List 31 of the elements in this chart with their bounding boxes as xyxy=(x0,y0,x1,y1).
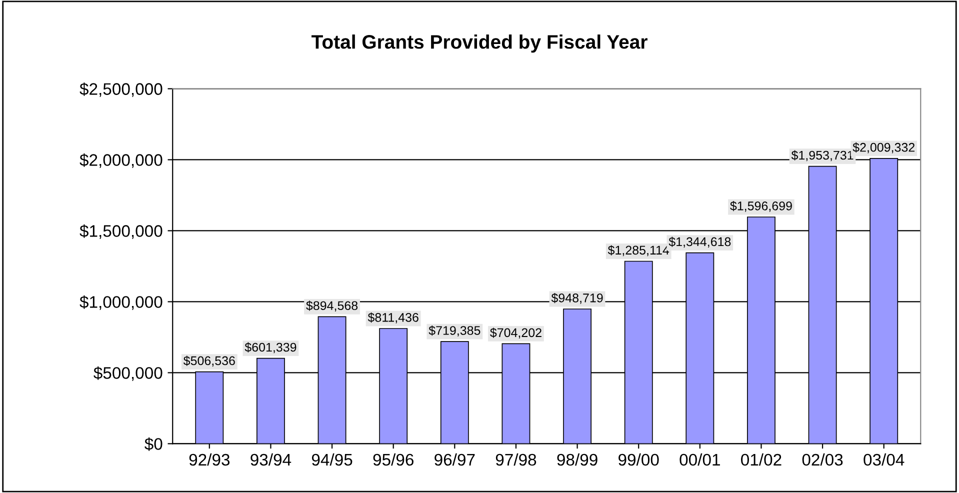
y-tick-label: $500,000 xyxy=(94,366,162,381)
y-tick-label: $0 xyxy=(144,437,162,451)
x-tick-label: 98/99 xyxy=(557,453,598,466)
x-tick-label: 97/98 xyxy=(496,453,536,466)
y-tick-label: $1,000,000 xyxy=(80,295,162,310)
data-label: $811,436 xyxy=(368,312,418,324)
data-label: $1,953,731 xyxy=(791,150,854,162)
data-label: $601,339 xyxy=(244,342,296,354)
data-label: $719,385 xyxy=(428,326,480,336)
x-tick-label: 92/93 xyxy=(189,453,230,466)
x-tick-label: 94/95 xyxy=(312,453,352,466)
data-label: $2,009,332 xyxy=(852,142,915,154)
y-tick-label: $1,500,000 xyxy=(80,224,162,239)
data-label: $704,202 xyxy=(490,328,542,339)
y-tick-label: $2,000,000 xyxy=(80,153,162,168)
data-label: $894,568 xyxy=(306,300,358,312)
x-tick-label: 93/94 xyxy=(250,453,292,466)
x-tick-label: 03/04 xyxy=(864,453,904,466)
data-label: $948,719 xyxy=(551,292,603,304)
data-label: $506,536 xyxy=(183,356,235,367)
x-tick-label: 95/96 xyxy=(373,453,414,466)
chart-title: Total Grants Provided by Fiscal Year xyxy=(311,34,648,53)
data-label: $1,596,699 xyxy=(730,200,792,212)
data-label: $1,344,618 xyxy=(668,236,731,248)
x-tick-label: 99/00 xyxy=(618,453,659,466)
x-tick-label: 96/97 xyxy=(434,453,475,466)
x-tick-label: 00/01 xyxy=(680,453,720,466)
x-tick-label: 01/02 xyxy=(741,453,782,466)
data-label: $1,285,114 xyxy=(608,245,670,256)
x-tick-label: 02/03 xyxy=(802,453,843,466)
y-tick-label: $2,500,000 xyxy=(80,82,162,97)
